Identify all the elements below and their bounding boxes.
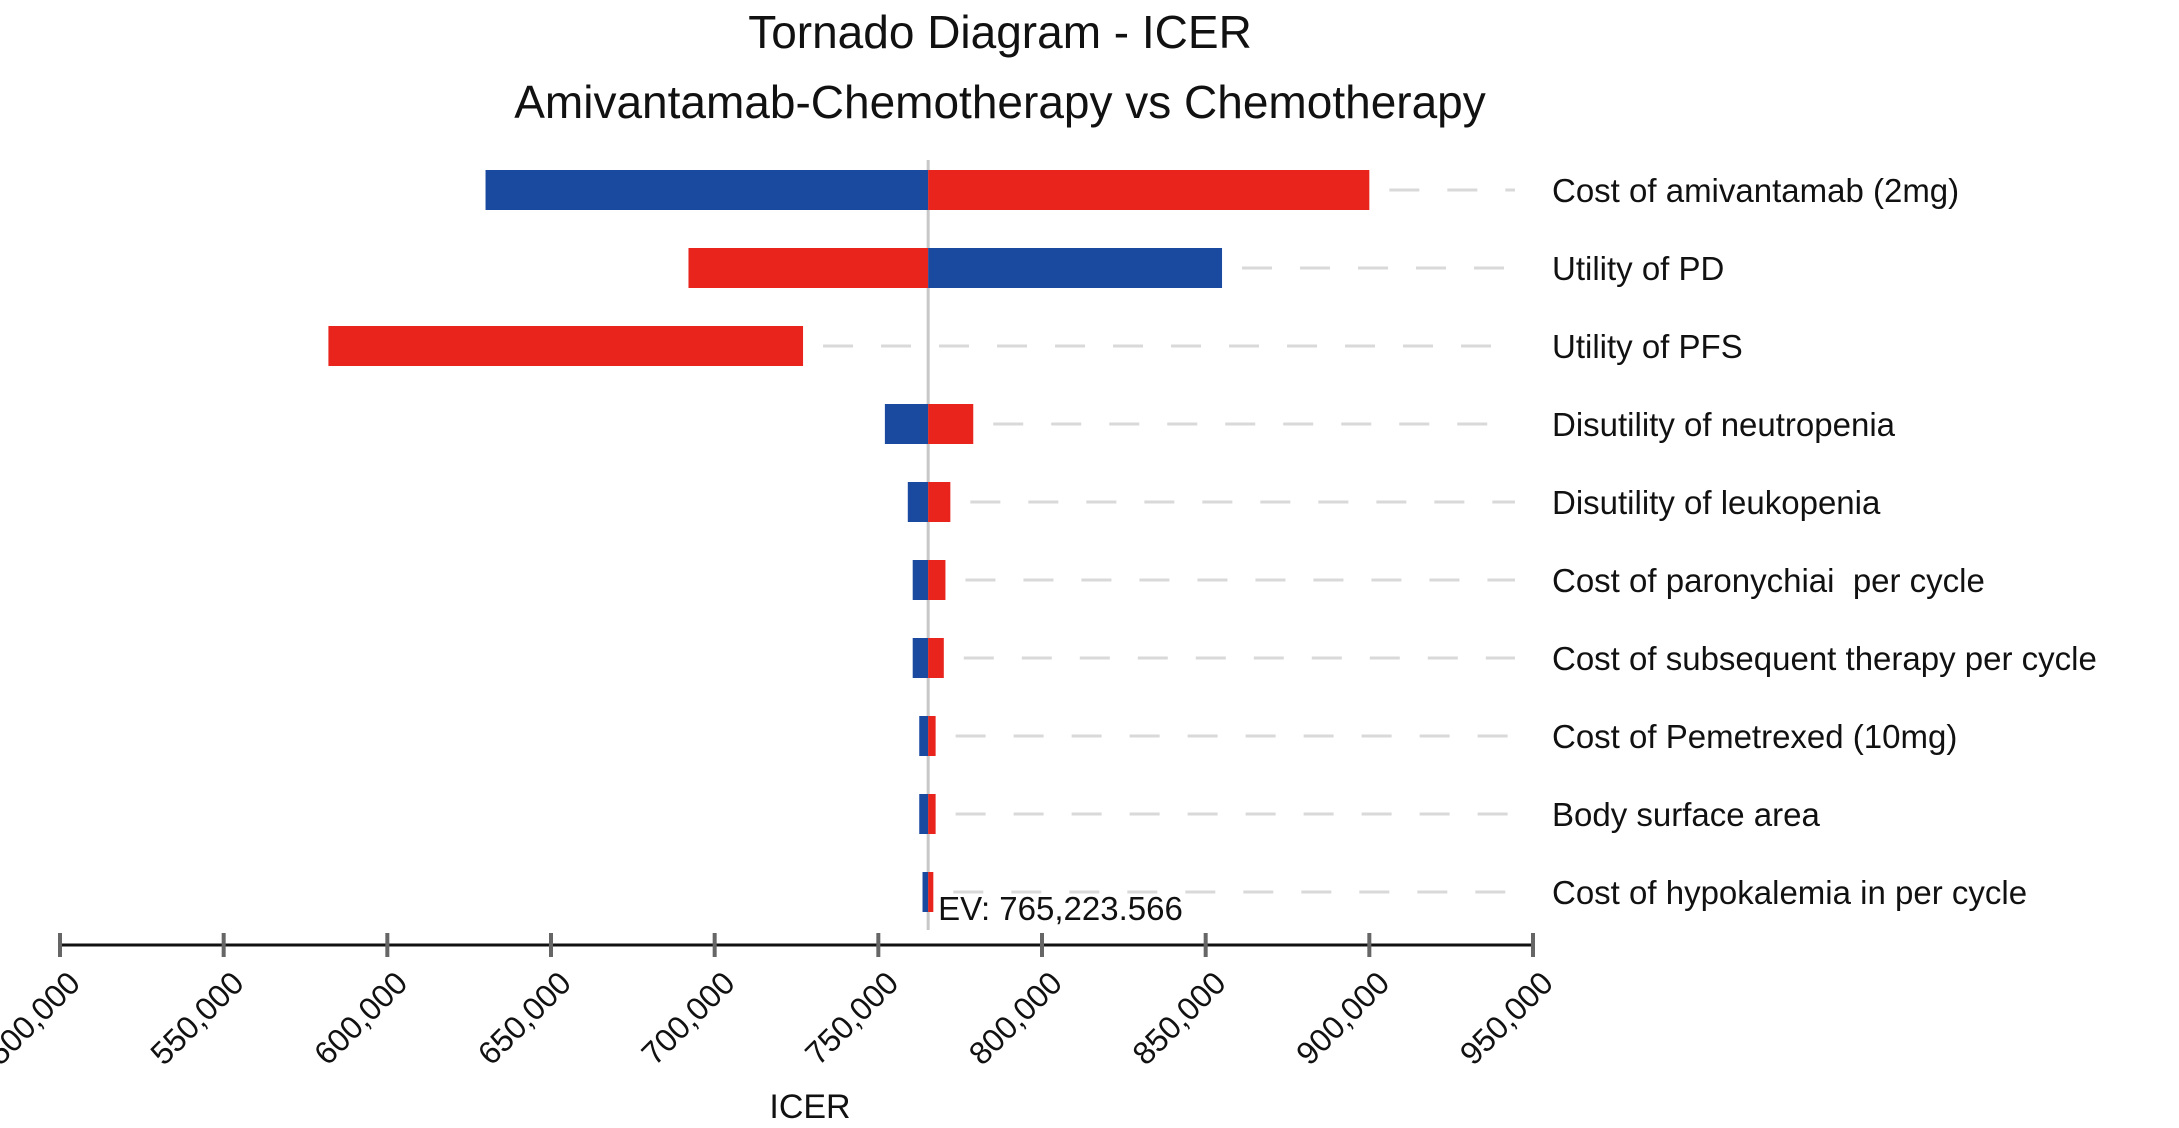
x-tick-label-1: 550,000 [143, 964, 250, 1071]
row-label-1: Utility of PD [1552, 250, 1724, 287]
x-axis: 500,000 550,000 600,000 650,000 700,000 750,0… [0, 933, 1560, 1072]
x-tick-label-9: 950,000 [1453, 964, 1560, 1071]
bar-red-9 [928, 872, 934, 912]
chart-title: Tornado Diagram - ICER [748, 6, 1252, 58]
bar-blue-8 [919, 794, 929, 834]
row-label-5: Cost of paronychiai per cycle [1552, 562, 1985, 599]
bar-red-1 [688, 248, 929, 288]
x-tick-label-3: 650,000 [471, 964, 578, 1071]
row-label-7: Cost of Pemetrexed (10mg) [1552, 718, 1957, 755]
bar-blue-9 [922, 872, 929, 912]
bar-blue-3 [884, 404, 929, 444]
row-label-2: Utility of PFS [1552, 328, 1743, 365]
bar-red-6 [928, 638, 944, 678]
bar-blue-6 [912, 638, 929, 678]
x-axis-title: ICER [769, 1088, 850, 1126]
row-label-9: Cost of hypokalemia in per cycle [1552, 874, 2027, 911]
bar-red-5 [928, 560, 946, 600]
bar-red-4 [928, 482, 951, 522]
bar-blue-4 [907, 482, 929, 522]
bar-red-2 [328, 326, 804, 366]
row-label-8: Body surface area [1552, 796, 1820, 833]
x-tick-label-7: 850,000 [1125, 964, 1232, 1071]
guide-lines [823, 188, 1515, 894]
bar-blue-5 [912, 560, 929, 600]
x-tick-label-5: 750,000 [798, 964, 905, 1071]
x-tick-label-6: 800,000 [962, 964, 1069, 1071]
x-tick-label-4: 700,000 [634, 964, 741, 1071]
row-label-6: Cost of subsequent therapy per cycle [1552, 640, 2097, 677]
x-tick-label-0: 500,000 [0, 964, 87, 1071]
bar-red-3 [928, 404, 974, 444]
bar-red-7 [928, 716, 936, 756]
chart-subtitle: Amivantamab-Chemotherapy vs Chemotherapy [514, 76, 1486, 128]
x-tick-label-8: 900,000 [1289, 964, 1396, 1071]
bar-red-0 [928, 170, 1370, 210]
bar-red-8 [928, 794, 936, 834]
row-label-3: Disutility of neutropenia [1552, 406, 1896, 443]
row-label-0: Cost of amivantamab (2mg) [1552, 172, 1959, 209]
ev-label: EV: 765,223.566 [938, 890, 1183, 927]
row-label-4: Disutility of leukopenia [1552, 484, 1881, 521]
row-labels: Cost of amivantamab (2mg) Utility of PD Ut… [1552, 172, 2097, 911]
bars [328, 170, 1370, 912]
bar-blue-7 [919, 716, 929, 756]
bar-blue-1 [928, 248, 1223, 288]
x-tick-label-2: 600,000 [307, 964, 414, 1071]
bar-blue-0 [485, 170, 929, 210]
